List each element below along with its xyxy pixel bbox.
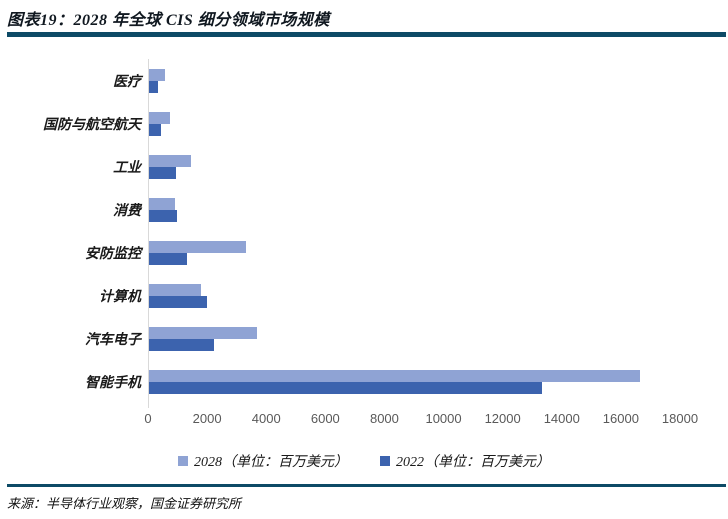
legend-label-2028: 2028（单位：百万美元） [194,455,348,470]
bar-2022 [149,296,208,308]
plot-area [148,59,680,408]
bottom-divider-rule [7,484,726,487]
bar-2028 [149,284,202,296]
legend-label-2022: 2022（单位：百万美元） [396,455,550,470]
category-label: 计算机 [99,289,141,305]
bar-row [148,145,680,188]
x-tick-label: 4000 [251,411,281,426]
y-axis-line [148,59,149,408]
bar-2022 [149,339,215,351]
bar-2028 [149,370,640,382]
bar-row [148,59,680,102]
legend: 2028（单位：百万美元） 2022（单位：百万美元） [0,451,728,471]
bar-row [148,360,680,403]
category-label: 汽车电子 [85,332,141,348]
category-label: 工业 [113,160,141,176]
legend-item-2022: 2022（单位：百万美元） [380,451,550,471]
bar-2028 [149,198,175,210]
category-label: 医疗 [113,74,141,90]
category-label: 消费 [113,203,141,219]
category-label: 国防与航空航天 [43,117,141,133]
source-note: 来源：半导体行业观察，国金证券研究所 [7,496,242,511]
x-tick-label: 16000 [602,411,639,426]
bar-row [148,231,680,274]
bar-row [148,188,680,231]
bar-2022 [149,167,176,179]
x-tick-label: 14000 [543,411,580,426]
legend-swatch-2028 [178,456,188,466]
legend-swatch-2022 [380,456,390,466]
bar-2022 [149,124,162,136]
bar-row [148,102,680,145]
bar-2028 [149,241,247,253]
x-tick-label: 18000 [661,411,699,426]
bar-2022 [149,210,177,222]
top-divider-rule [7,32,726,37]
x-tick-label: 2000 [192,411,222,426]
x-axis-labels: 0 2000 4000 6000 8000 10000 12000 14000 16000 180… [144,411,698,427]
bar-2022 [149,253,188,265]
bar-2022 [149,81,158,93]
bar-row [148,274,680,317]
category-label: 安防监控 [85,246,141,262]
bar-2028 [149,327,258,339]
bar-2028 [149,112,170,124]
bar-2022 [149,382,543,394]
x-tick-label: 10000 [425,411,462,426]
figure-title: 图表19：2028 年全球 CIS 细分领域市场规模 [7,12,330,29]
bar-2028 [149,69,165,81]
category-label: 智能手机 [85,375,141,391]
bar-2028 [149,155,191,167]
y-axis-category-labels: 医疗国防与航空航天工业消费安防监控计算机汽车电子智能手机 [0,59,141,403]
bar-row [148,317,680,360]
x-tick-label: 8000 [369,411,399,426]
legend-item-2028: 2028（单位：百万美元） [178,451,348,471]
x-tick-label: 0 [144,411,152,426]
x-tick-label: 12000 [484,411,521,426]
x-tick-label: 6000 [310,411,340,426]
